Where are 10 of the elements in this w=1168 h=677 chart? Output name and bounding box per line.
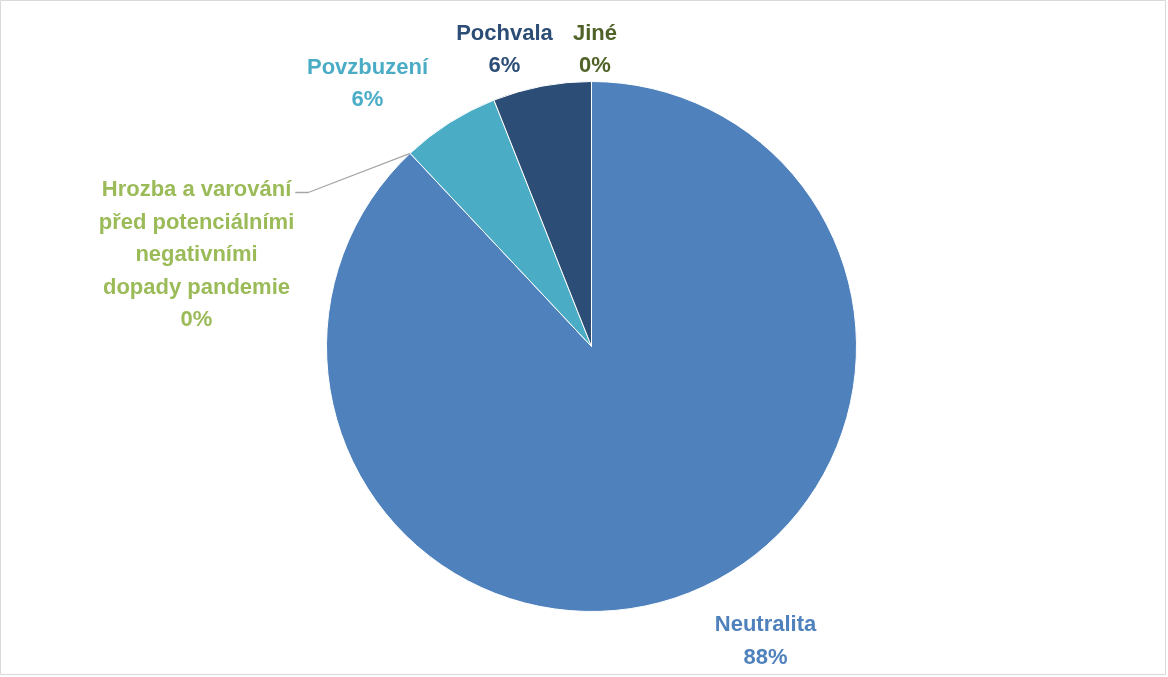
data-label: 88% xyxy=(743,643,788,669)
text: 0% xyxy=(180,306,213,331)
data-label: 6% xyxy=(351,86,384,112)
slice-label: Pochvala xyxy=(456,19,554,45)
slice-label: Neutralita xyxy=(714,611,817,637)
data-label: 6% xyxy=(488,52,521,78)
category-label: Hrozba a varování před potenciálními negativními dopady pandemie xyxy=(98,176,295,299)
slice-label: Povzbuzení xyxy=(306,53,429,79)
category-label: Jiné xyxy=(572,19,618,45)
text: 0% xyxy=(579,52,611,78)
